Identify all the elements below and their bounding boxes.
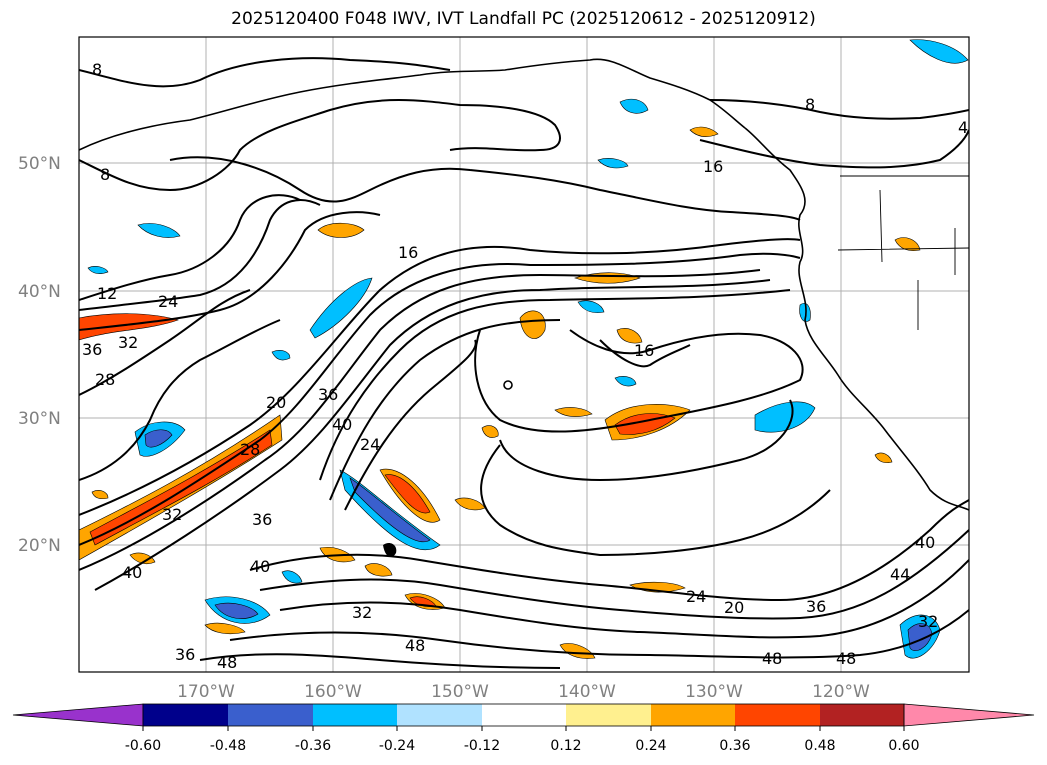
alaska-coast: [79, 58, 746, 151]
contour-label: 48: [405, 636, 425, 655]
colorbar: -0.60 -0.48 -0.36 -0.24 -0.12 0.12 0.24 …: [12, 703, 1035, 754]
colorbar-tick-label: 0.24: [635, 738, 666, 754]
contour-label: 28: [95, 370, 115, 389]
contour-label: 36: [175, 645, 195, 664]
contour-label: 40: [122, 563, 142, 582]
contour-label: 12: [97, 284, 117, 303]
colorbar-segment: [566, 704, 651, 726]
contour-label: 4: [958, 118, 968, 137]
contour-label: 40: [915, 533, 935, 552]
contour-label: 40: [332, 415, 352, 434]
colorbar-segment: [820, 704, 904, 726]
contour-label: 16: [398, 243, 418, 262]
colorbar-tick-label: -0.36: [295, 738, 331, 754]
contour-label: 24: [360, 435, 380, 454]
hawaii-feature: [383, 542, 397, 557]
colorbar-tick-label: 0.12: [550, 738, 581, 754]
colorbar-extend-high: [903, 703, 1035, 727]
contour-label: 32: [918, 612, 938, 631]
lat-label-30n: 30°N: [18, 409, 61, 429]
contour-label: 24: [686, 587, 706, 606]
lon-label-160w: 160°W: [304, 682, 362, 702]
lon-label-130w: 130°W: [685, 682, 743, 702]
colorbar-segment: [397, 704, 482, 726]
colorbar-segment: [143, 704, 228, 726]
contour-label: 8: [100, 165, 110, 184]
longitude-labels: 170°W 160°W 150°W 140°W 130°W 120°W: [177, 682, 870, 702]
contour-label: 36: [806, 597, 826, 616]
contour-label: 16: [634, 341, 654, 360]
colorbar-tick-labels: -0.60 -0.48 -0.36 -0.24 -0.12 0.12 0.24 …: [125, 738, 920, 754]
latitude-labels: 50°N 40°N 30°N 20°N: [18, 154, 61, 556]
lon-label-170w: 170°W: [177, 682, 235, 702]
colorbar-tick-label: 0.36: [719, 738, 750, 754]
contour-label: 16: [703, 157, 723, 176]
contour-label: 24: [158, 292, 178, 311]
contour-label: 48: [217, 653, 237, 672]
colorbar-tick-label: -0.12: [464, 738, 500, 754]
colorbar-segment: [482, 704, 566, 726]
colorbar-frame: [142, 703, 905, 727]
map-border: [78, 36, 970, 673]
colorbar-tick-label: -0.60: [125, 738, 161, 754]
contour-label: 20: [266, 393, 286, 412]
colorbar-segment: [651, 704, 735, 726]
lon-label-150w: 150°W: [431, 682, 489, 702]
contour-label: 32: [352, 603, 372, 622]
negative-anomaly-fills: [87, 39, 969, 659]
lon-label-120w: 120°W: [812, 682, 870, 702]
atmospheric-river-core: [89, 429, 273, 546]
lat-label-40n: 40°N: [18, 282, 61, 302]
contour-label: 8: [92, 60, 102, 79]
map-title: 2025120400 F048 IWV, IVT Landfall PC (20…: [231, 9, 816, 29]
colorbar-tick-label: 0.48: [804, 738, 835, 754]
contour-label: 20: [724, 598, 744, 617]
coastline: [79, 58, 969, 511]
state-borders: [837, 175, 969, 330]
colorbar-segment: [228, 704, 313, 726]
colorbar-segment: [735, 704, 820, 726]
lon-label-140w: 140°W: [558, 682, 616, 702]
contour-label: 28: [240, 440, 260, 459]
small-closed-contour: [503, 380, 513, 390]
contour-label: 40: [250, 557, 270, 576]
contour-label: 36: [82, 340, 102, 359]
contour-label: 48: [836, 649, 856, 668]
iwv-contours: [79, 57, 969, 669]
contour-label: 44: [890, 565, 910, 584]
contour-label: 32: [162, 505, 182, 524]
colorbar-ticks: [142, 726, 905, 731]
colorbar-tick-label: 0.60: [888, 738, 919, 754]
map-panel: [79, 37, 969, 672]
contour-label: 36: [318, 385, 338, 404]
contour-label: 48: [762, 649, 782, 668]
contour-label: 8: [805, 95, 815, 114]
colorbar-tick-label: -0.48: [210, 738, 246, 754]
contour-labels: 8 8 8 4 16 16 16 12 24 36 32 28 20 36 40…: [82, 60, 968, 672]
colorbar-extend-low: [12, 703, 144, 727]
colorbar-tick-label: -0.24: [379, 738, 415, 754]
contour-label: 36: [252, 510, 272, 529]
contour-label: 32: [118, 333, 138, 352]
colorbar-segment: [313, 704, 397, 726]
lat-label-50n: 50°N: [18, 154, 61, 174]
lat-label-20n: 20°N: [18, 536, 61, 556]
bc-coast: [744, 127, 969, 511]
